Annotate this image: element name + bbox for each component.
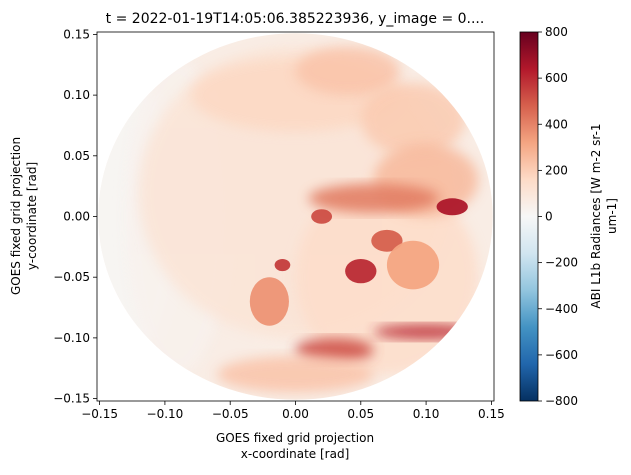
x-axis: −0.15 −0.10 −0.05 0.00 0.05 0.10 0.15 (81, 401, 505, 421)
y-tick-label: −0.10 (53, 331, 90, 345)
x-tick-label: −0.15 (81, 407, 118, 421)
colorbar-tick-label: −800 (545, 394, 578, 408)
colorbar-tick-label: 600 (545, 71, 568, 85)
y-tick-label: 0.00 (63, 210, 90, 224)
colorbar-tick-label: 200 (545, 163, 568, 177)
colorbar-gradient (519, 31, 539, 402)
radiance-region (308, 183, 440, 213)
radiance-region (311, 209, 333, 224)
colorbar-ticks: 800 600 400 200 0 −200 −400 −600 −800 (538, 25, 578, 408)
radiance-region (295, 337, 374, 363)
x-tick-label: −0.10 (147, 407, 184, 421)
colorbar-tick-label: 400 (545, 117, 568, 131)
radiance-region (274, 258, 291, 272)
colorbar: 800 600 400 200 0 −200 −400 −600 −800 ABI L1b Ra… (519, 25, 619, 408)
y-tick-label: 0.05 (63, 149, 90, 163)
radiance-region (217, 356, 374, 393)
y-axis-label-line2: y-coordinate [rad] (25, 162, 39, 270)
colorbar-tick-label: 0 (545, 210, 553, 224)
radiance-region (436, 198, 468, 216)
colorbar-tick-label: −600 (545, 348, 578, 362)
y-axis: −0.15 −0.10 −0.05 0.00 0.05 0.10 0.15 (53, 27, 97, 406)
x-tick-label: 0.10 (413, 407, 440, 421)
y-tick-label: 0.15 (63, 27, 90, 41)
y-tick-label: 0.10 (63, 88, 90, 102)
colorbar-label-line1: ABI L1b Radiances [W m-2 sr-1 (589, 123, 603, 308)
colorbar-tick-label: −400 (545, 302, 578, 316)
colorbar-tick-label: 800 (545, 25, 568, 39)
colorbar-tick-label: −200 (545, 256, 578, 270)
radiance-region (345, 258, 377, 284)
radiance-region (295, 46, 400, 96)
y-tick-label: −0.15 (53, 392, 90, 406)
x-tick-label: −0.05 (212, 407, 249, 421)
colorbar-label-line2: um-1] (605, 198, 619, 234)
y-axis-label-line1: GOES fixed grid projection (9, 137, 23, 295)
radiance-region (371, 229, 403, 252)
radiance-region (360, 82, 466, 156)
x-tick-label: 0.05 (347, 407, 374, 421)
x-axis-label-line1: GOES fixed grid projection (216, 431, 374, 445)
x-tick-label: 0.15 (478, 407, 505, 421)
x-tick-label: 0.00 (282, 407, 309, 421)
y-tick-label: −0.05 (53, 270, 90, 284)
plot-area (97, 32, 494, 401)
radiance-region (249, 277, 289, 326)
radiance-region (386, 240, 440, 290)
x-axis-label-line2: x-coordinate [rad] (241, 447, 350, 461)
chart-title: t = 2022-01-19T14:05:06.385223936, y_ima… (106, 11, 485, 27)
